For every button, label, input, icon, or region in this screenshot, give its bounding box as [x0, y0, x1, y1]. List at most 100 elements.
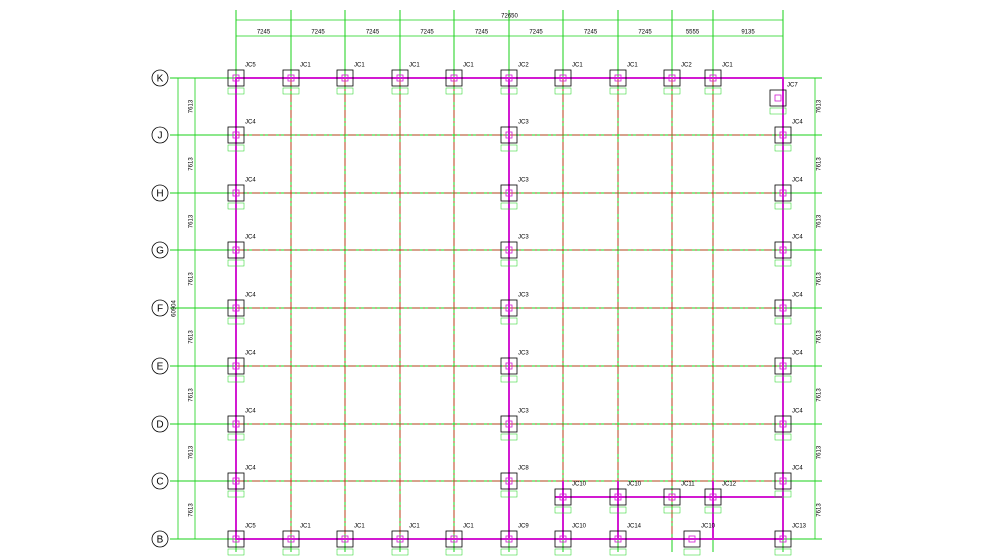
column [779, 420, 787, 428]
footing [500, 184, 518, 202]
dim-span: 7613 [189, 272, 195, 286]
footing-label: JC8 [518, 466, 529, 472]
column [505, 74, 513, 82]
column [232, 420, 240, 428]
footing-note [500, 259, 518, 267]
column [232, 362, 240, 370]
footing-note [282, 548, 300, 556]
column [779, 246, 787, 254]
column [505, 131, 513, 139]
footing [704, 488, 722, 506]
dim-total: 72650 [501, 14, 518, 20]
column [232, 189, 240, 197]
footing [500, 299, 518, 317]
footing [500, 126, 518, 144]
dim-span: 7613 [189, 99, 195, 113]
footing-label: JC4 [245, 235, 256, 241]
footing-note [774, 259, 792, 267]
column [688, 535, 696, 543]
footing-note [227, 144, 245, 152]
footing-note [500, 317, 518, 325]
column [505, 304, 513, 312]
footing-note [227, 317, 245, 325]
column [505, 362, 513, 370]
footing-label: JC4 [245, 409, 256, 415]
axis-label: D [156, 420, 163, 431]
footing [774, 530, 792, 548]
column [779, 189, 787, 197]
footing [227, 415, 245, 433]
footing-note [500, 144, 518, 152]
footing-note [609, 506, 627, 514]
footing-label: JC12 [722, 482, 737, 488]
footing [663, 488, 681, 506]
dim-span: 5555 [686, 30, 700, 36]
column [774, 94, 782, 102]
footing-label: JC10 [572, 482, 587, 488]
footing-label: JC2 [681, 63, 692, 69]
footing-label: JC3 [518, 293, 529, 299]
dim-span: 7613 [189, 388, 195, 402]
footing-label: JC1 [300, 63, 311, 69]
footing [500, 357, 518, 375]
footing-label: JC1 [409, 63, 420, 69]
footing-note [282, 87, 300, 95]
footing [774, 126, 792, 144]
dim-span: 7613 [817, 388, 823, 402]
footing [609, 488, 627, 506]
dim-span: 7613 [189, 214, 195, 228]
dim-span: 7613 [189, 157, 195, 171]
column [287, 535, 295, 543]
footing [336, 530, 354, 548]
footing [774, 184, 792, 202]
footing-note [445, 548, 463, 556]
dim-span: 7613 [817, 330, 823, 344]
dim-span: 7245 [584, 30, 598, 36]
footing-note [445, 87, 463, 95]
footing-note [609, 548, 627, 556]
footing [500, 69, 518, 87]
footing-note [227, 259, 245, 267]
footing-label: JC4 [792, 466, 803, 472]
footing-label: JC1 [572, 63, 583, 69]
axis-bubble [151, 69, 169, 87]
dim-span: 7613 [817, 445, 823, 459]
footing-label: JC3 [518, 351, 529, 357]
footing-label: JC4 [245, 293, 256, 299]
footing-note [500, 87, 518, 95]
footing [774, 299, 792, 317]
footing-label: JC5 [245, 63, 256, 69]
footing [554, 488, 572, 506]
footing-label: JC1 [300, 524, 311, 530]
column [232, 246, 240, 254]
axis-label: E [157, 362, 164, 373]
footing [227, 530, 245, 548]
column [396, 535, 404, 543]
footing-note [336, 87, 354, 95]
footing [554, 530, 572, 548]
footing [663, 69, 681, 87]
footing [445, 69, 463, 87]
footing-note [769, 107, 787, 115]
column [779, 362, 787, 370]
footing [227, 126, 245, 144]
axis-label: J [158, 131, 163, 142]
column [287, 74, 295, 82]
footing-label: JC2 [518, 63, 529, 69]
footing-note [500, 490, 518, 498]
axis-bubble [151, 184, 169, 202]
footing-label: JC10 [627, 482, 642, 488]
footing-note [774, 317, 792, 325]
footing [774, 472, 792, 490]
column [709, 493, 717, 501]
footing [227, 357, 245, 375]
footing-label: JC5 [245, 524, 256, 530]
footing [500, 530, 518, 548]
axis-bubble [151, 126, 169, 144]
footing-note [554, 506, 572, 514]
footing-note [227, 202, 245, 210]
footing-note [500, 202, 518, 210]
dim-span: 7613 [189, 503, 195, 517]
footing-note [554, 548, 572, 556]
